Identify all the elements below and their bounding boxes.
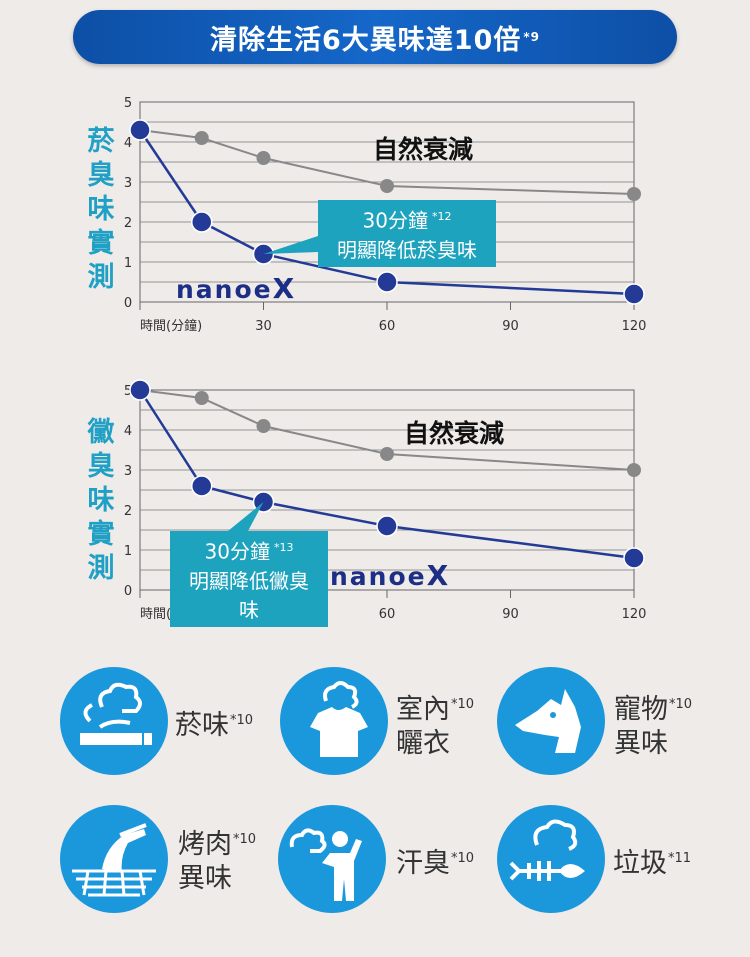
chart2-callout: 30分鐘 *13 明顯降低黴臭味 — [170, 531, 328, 627]
nanoe-logo-text-2: nanoe — [330, 562, 427, 591]
page-title: 清除生活6大異味達10倍 — [210, 24, 522, 56]
y-tick-label: 1 — [124, 256, 132, 271]
y-tick-label: 4 — [124, 424, 132, 439]
chart-smoke: 0 1 2 3 4 5 30 60 90 120 時間(分鐘) 自然衰減 30分鐘 *12 明顯降低菸… — [0, 0, 750, 345]
natural-decay-point — [627, 187, 641, 201]
nanoex-point — [129, 119, 151, 141]
nanoex-point — [623, 283, 645, 305]
x-tick-label: 90 — [502, 607, 519, 622]
x-tick-label: 60 — [379, 607, 396, 622]
tshirt-odor-icon — [280, 667, 388, 775]
x-tick-label: 120 — [622, 607, 647, 622]
chart1-decay-label: 自然衰減 — [373, 135, 474, 164]
fish-bone-garbage-icon — [497, 805, 605, 913]
y-tick-label: 1 — [124, 544, 132, 559]
x-tick-label: 60 — [379, 319, 396, 334]
odor-pet-text2: 異味 — [614, 728, 668, 759]
odor-laundry-note: *10 — [451, 697, 475, 712]
y-label-char: 實 — [87, 519, 115, 550]
grill-barbecue-icon — [60, 805, 168, 913]
nanoex-point — [191, 211, 213, 233]
callout-pointer — [263, 236, 318, 254]
sweating-person-icon — [278, 805, 386, 913]
nanoex-point — [376, 271, 398, 293]
odor-label-sweat: 汗臭*10 — [396, 842, 474, 881]
chart1-callout-line1: 30分鐘 — [362, 208, 428, 233]
y-tick-label: 0 — [124, 584, 132, 599]
y-label-char: 實 — [87, 228, 115, 259]
odor-garbage-text: 垃圾 — [613, 848, 667, 879]
odor-pet-note: *10 — [669, 697, 693, 712]
x-tick-label: 120 — [622, 319, 647, 334]
chart2-callout-note: *13 — [273, 541, 294, 554]
title-footnote: *9 — [523, 30, 540, 44]
odor-label-smoke: 菸味*10 — [175, 704, 253, 743]
y-label-char: 臭 — [87, 160, 115, 191]
x-tick-label: 90 — [502, 319, 519, 334]
nanoe-x-logo-2: nanoeX — [330, 559, 448, 592]
y-tick-label: 3 — [124, 176, 132, 191]
y-tick-label: 5 — [124, 96, 132, 111]
nanoex-point — [191, 475, 213, 497]
natural-decay-point — [256, 151, 271, 165]
nanoex-point — [129, 379, 151, 401]
chart1-callout-line2: 明顯降低菸臭味 — [337, 237, 477, 262]
y-tick-label: 4 — [124, 136, 132, 151]
x-tick-label: 30 — [255, 319, 272, 334]
odor-pet-text1: 寵物 — [614, 694, 668, 725]
callout-pointer — [228, 502, 264, 531]
natural-decay-point — [380, 179, 394, 193]
natural-decay-point — [194, 391, 209, 405]
odor-smoke-text: 菸味 — [175, 710, 229, 741]
odor-laundry-text2: 曬衣 — [396, 728, 450, 759]
odor-sweat-note: *10 — [451, 851, 475, 866]
y-label-char: 測 — [87, 553, 115, 584]
odor-garbage-note: *11 — [668, 851, 692, 866]
chart2-y-label: 黴臭味實測 — [84, 416, 118, 586]
natural-decay-point — [627, 463, 641, 477]
odor-smoke-note: *10 — [230, 713, 254, 728]
nanoe-logo-x-2: X — [426, 559, 449, 592]
y-tick-label: 3 — [124, 464, 132, 479]
odor-bbq-note: *10 — [233, 832, 257, 847]
odor-label-garbage: 垃圾*11 — [613, 842, 691, 881]
y-label-char: 黴 — [87, 417, 115, 448]
chart2-decay-label: 自然衰減 — [404, 419, 505, 448]
natural-decay-point — [380, 447, 394, 461]
y-label-char: 菸 — [87, 126, 115, 157]
chart1-y-label: 菸臭味實測 — [84, 125, 118, 295]
y-tick-label: 0 — [124, 296, 132, 311]
odor-laundry-text1: 室內 — [396, 694, 450, 725]
y-tick-label: 2 — [124, 504, 132, 519]
y-label-char: 味 — [87, 485, 115, 516]
odor-label-bbq: 烤肉*10 異味 — [178, 823, 256, 896]
y-tick-label: 5 — [124, 384, 132, 399]
y-label-char: 臭 — [87, 451, 115, 482]
chart1-callout-note: *12 — [431, 210, 452, 223]
natural-decay-point — [194, 131, 209, 145]
y-label-char: 味 — [87, 194, 115, 225]
chart1-callout: 30分鐘 *12 明顯降低菸臭味 — [318, 200, 496, 267]
nanoex-point — [623, 547, 645, 569]
chart2-callout-line2: 明顯降低黴臭味 — [189, 568, 309, 622]
nanoex-point — [376, 515, 398, 537]
nanoe-logo-x: X — [272, 272, 295, 305]
odor-bbq-text2: 異味 — [178, 863, 232, 894]
odor-label-pet: 寵物*10 異味 — [614, 688, 692, 761]
nanoe-x-logo: nanoeX — [176, 272, 294, 305]
odor-label-laundry: 室內*10 曬衣 — [396, 688, 474, 761]
x-axis-label: 時間(分鐘) — [140, 318, 202, 334]
natural-decay-point — [256, 419, 271, 433]
y-label-char: 測 — [87, 262, 115, 293]
odor-bbq-text1: 烤肉 — [178, 829, 232, 860]
odor-sweat-text: 汗臭 — [396, 848, 450, 879]
y-tick-label: 2 — [124, 216, 132, 231]
cigarette-smoke-icon — [60, 667, 168, 775]
nanoe-logo-text: nanoe — [176, 275, 273, 304]
dog-head-icon — [497, 667, 605, 775]
title-banner: 清除生活6大異味達10倍 *9 — [73, 10, 677, 64]
chart2-callout-line1: 30分鐘 — [204, 539, 270, 564]
